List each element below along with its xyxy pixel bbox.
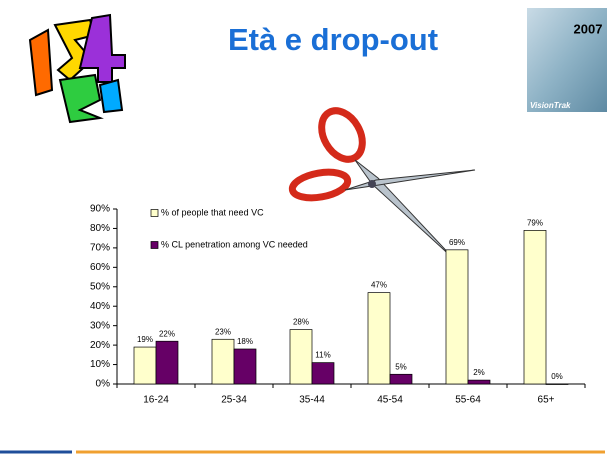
legend-label: % CL penetration among VC needed bbox=[161, 239, 308, 249]
bar bbox=[133, 346, 157, 385]
value-label: 22% bbox=[159, 329, 175, 338]
bar bbox=[233, 348, 257, 385]
legend-swatch bbox=[150, 209, 159, 217]
y-tick-label: 90% bbox=[90, 204, 110, 215]
x-tick-label: 65+ bbox=[538, 395, 555, 406]
x-tick-label: 55-64 bbox=[455, 395, 481, 406]
bar bbox=[211, 338, 235, 385]
bar bbox=[389, 373, 413, 385]
value-label: 2% bbox=[473, 368, 485, 377]
bar bbox=[545, 383, 569, 385]
y-tick-label: 40% bbox=[90, 301, 110, 312]
value-label: 47% bbox=[371, 281, 387, 290]
x-tick-label: 25-34 bbox=[221, 395, 247, 406]
bar bbox=[311, 362, 335, 385]
chart: 0% 10% 20% 30% 40% 50% 60% 70% 80% 90% 16-24 19% 22%… bbox=[90, 204, 586, 406]
y-tick-label: 30% bbox=[90, 320, 110, 331]
year: 2007 bbox=[574, 21, 603, 36]
y-tick-label: 10% bbox=[90, 359, 110, 370]
year-image bbox=[527, 8, 607, 112]
y-tick-label: 20% bbox=[90, 340, 110, 351]
bar bbox=[467, 379, 491, 385]
value-label: 28% bbox=[293, 318, 309, 327]
y-tick-label: 70% bbox=[90, 243, 110, 254]
x-tick-label: 35-44 bbox=[299, 395, 325, 406]
value-label: 5% bbox=[395, 362, 407, 371]
value-label: 23% bbox=[215, 327, 231, 336]
value-label: 18% bbox=[237, 337, 253, 346]
y-tick-label: 60% bbox=[90, 262, 110, 273]
value-label: 11% bbox=[315, 351, 330, 360]
brand: VisionTrak bbox=[530, 101, 571, 110]
y-tick-label: 50% bbox=[90, 281, 110, 292]
x-tick-label: 45-54 bbox=[377, 395, 403, 406]
value-label: 0% bbox=[551, 372, 563, 381]
value-label: 69% bbox=[449, 238, 465, 247]
value-label: 19% bbox=[137, 335, 153, 344]
value-label: 79% bbox=[527, 218, 543, 227]
bar bbox=[367, 292, 391, 385]
slide-title: Età e drop-out bbox=[228, 22, 438, 57]
bar bbox=[155, 340, 179, 385]
numbers-clipart bbox=[28, 13, 126, 124]
y-tick-label: 0% bbox=[96, 379, 111, 390]
x-tick-label: 16-24 bbox=[143, 395, 169, 406]
bar bbox=[523, 230, 547, 385]
bar bbox=[445, 249, 469, 385]
scissors-clipart bbox=[288, 107, 476, 261]
legend-label: % of people that need VC bbox=[161, 207, 264, 217]
y-tick-label: 80% bbox=[90, 223, 110, 234]
bar bbox=[289, 329, 313, 385]
legend-swatch bbox=[150, 241, 159, 249]
